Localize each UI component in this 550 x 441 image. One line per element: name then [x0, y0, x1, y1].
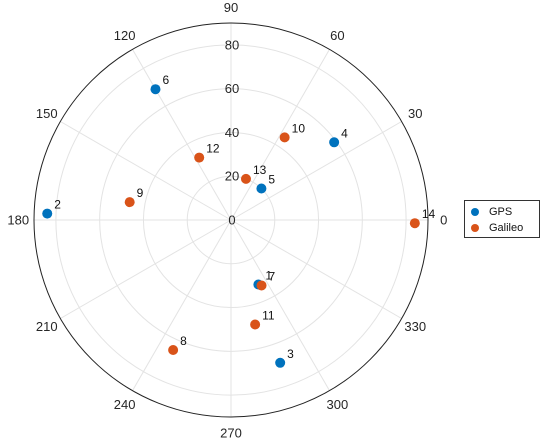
angular-grid-spoke-8 [132, 219, 232, 391]
radial-tick-label: 20 [225, 169, 239, 184]
chart-legend: GPS Galileo [464, 200, 540, 238]
angle-tick-label: 150 [36, 106, 58, 121]
satellite-label: 8 [180, 334, 187, 348]
satellite-point-galileo-11 [250, 319, 261, 330]
plot-outer-ring [33, 22, 429, 418]
satellite-label: 5 [268, 173, 275, 187]
satellite-point-gps-3 [275, 357, 286, 368]
satellite-point-galileo-8 [168, 344, 179, 355]
satellite-label: 12 [206, 142, 220, 156]
angular-grid-spoke-2 [230, 49, 330, 221]
satellite-point-galileo-7 [256, 280, 267, 291]
satellite-label: 13 [253, 163, 267, 177]
angle-tick-label: 60 [330, 28, 344, 43]
radial-tick-label: 0 [228, 213, 235, 228]
angle-tick-label: 240 [114, 397, 136, 412]
legend-label-gps: GPS [489, 206, 513, 218]
angular-grid-spoke-7 [60, 219, 232, 319]
satellite-label: 9 [137, 186, 144, 200]
satellite-label: 7 [269, 269, 276, 283]
satellite-point-galileo-12 [194, 152, 205, 163]
angle-tick-label: 120 [114, 28, 136, 43]
angle-tick-label: 330 [404, 319, 426, 334]
satellite-point-galileo-14 [409, 218, 420, 229]
angle-tick-label: 300 [327, 397, 349, 412]
angular-grid-spoke-10 [230, 219, 330, 391]
angle-tick-label: 270 [220, 425, 242, 440]
legend-marker-gps [471, 208, 479, 216]
angle-tick-label: 90 [224, 0, 238, 15]
satellite-label: 1 [265, 268, 272, 282]
satellite-point-gps-5 [256, 183, 267, 194]
legend-label-galileo: Galileo [489, 222, 524, 234]
satellite-point-galileo-10 [279, 132, 290, 143]
satellite-point-gps-6 [150, 84, 161, 95]
angle-tick-label: 210 [36, 319, 58, 334]
legend-entry-galileo: Galileo [471, 220, 523, 236]
polar-grid [33, 22, 429, 418]
satellite-label: 4 [341, 126, 348, 140]
satellite-label: 14 [422, 207, 436, 221]
radial-tick-label: 60 [225, 81, 239, 96]
angle-tick-label: 180 [7, 213, 29, 228]
radial-tick-label: 80 [225, 37, 239, 52]
angular-grid-spoke-4 [132, 49, 232, 221]
satellite-label: 2 [54, 198, 61, 212]
satellite-point-gps-2 [42, 208, 53, 219]
satellite-label: 11 [262, 309, 275, 323]
satellite-label: 3 [287, 347, 294, 361]
angle-tick-label: 0 [440, 213, 447, 228]
legend-marker-galileo [471, 224, 479, 232]
satellite-point-gps-4 [329, 137, 340, 148]
legend-entry-gps: GPS [471, 204, 512, 220]
satellite-point-galileo-9 [124, 197, 135, 208]
angle-tick-label: 30 [408, 106, 422, 121]
radial-tick-label: 40 [225, 125, 239, 140]
angular-grid-spoke-5 [60, 121, 232, 221]
satellite-label: 10 [292, 121, 306, 135]
angular-grid-spoke-11 [230, 219, 402, 319]
satellite-label: 6 [162, 73, 169, 87]
satellite-point-galileo-13 [240, 173, 251, 184]
angular-grid-spoke-1 [230, 121, 402, 221]
